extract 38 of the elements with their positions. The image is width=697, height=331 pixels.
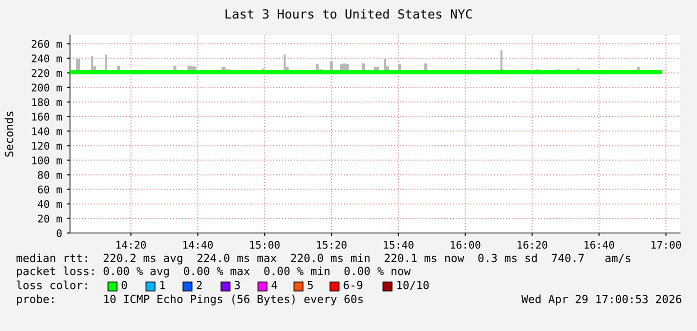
y-tick-label: 100 m: [32, 156, 62, 164]
text: median rtt: 220.2 ms avg 224.0 ms max 220.0 ms min 220.1 ms now 0.3 ms sd 740.7 am/s: [16, 254, 630, 264]
x-tick-label: 16:00: [450, 240, 480, 249]
text: 10/10: [397, 280, 429, 290]
text: 0: [122, 280, 127, 290]
y-tick-label: 200 m: [32, 84, 62, 92]
y-tick-label: 60 m: [38, 186, 62, 194]
y-tick-label: 180 m: [32, 98, 62, 106]
x-tick-label: 16:40: [584, 240, 614, 249]
y-tick-label: 160 m: [32, 112, 62, 121]
text: loss color:: [16, 280, 87, 290]
text: 5: [308, 280, 313, 290]
x-tick-label: 17:00: [652, 240, 681, 249]
y-tick-label: 0: [56, 229, 62, 238]
x-tick-label: 14:20: [116, 240, 146, 249]
text: 1: [160, 280, 165, 290]
x-tick-label: 14:40: [183, 240, 213, 249]
x-tick-label: 16:20: [518, 240, 548, 249]
y-tick-label: 40 m: [38, 200, 62, 208]
y-tick-label: 260 m: [32, 40, 62, 48]
y-axis-title: Seconds: [4, 112, 14, 157]
y-tick-label: 120 m: [32, 142, 62, 150]
text: probe: 10 ICMP Echo Pings (56 Bytes) every 60s: [17, 294, 363, 306]
text: 4: [272, 280, 278, 290]
text: packet loss: 0.00 % avg 0.00 % max 0.00 % min 0.00 % now: [17, 266, 411, 278]
chart-title: Last 3 Hours to United States NYC: [226, 8, 472, 19]
y-tick-label: 220 m: [32, 69, 62, 77]
x-tick-label: 15:20: [317, 240, 347, 249]
y-tick-label: 140 m: [32, 127, 62, 136]
x-tick-label: 15:40: [384, 240, 414, 249]
y-tick-label: 240 m: [32, 54, 62, 62]
text: 6-9: [344, 280, 362, 290]
text: Wed Apr 29 17:00:53 2026: [521, 294, 682, 306]
text: 3: [234, 280, 240, 290]
text: 2: [196, 280, 202, 290]
x-tick-label: 15:00: [250, 240, 280, 249]
y-tick-label: 20 m: [38, 214, 62, 223]
y-tick-label: 80 m: [38, 171, 62, 179]
